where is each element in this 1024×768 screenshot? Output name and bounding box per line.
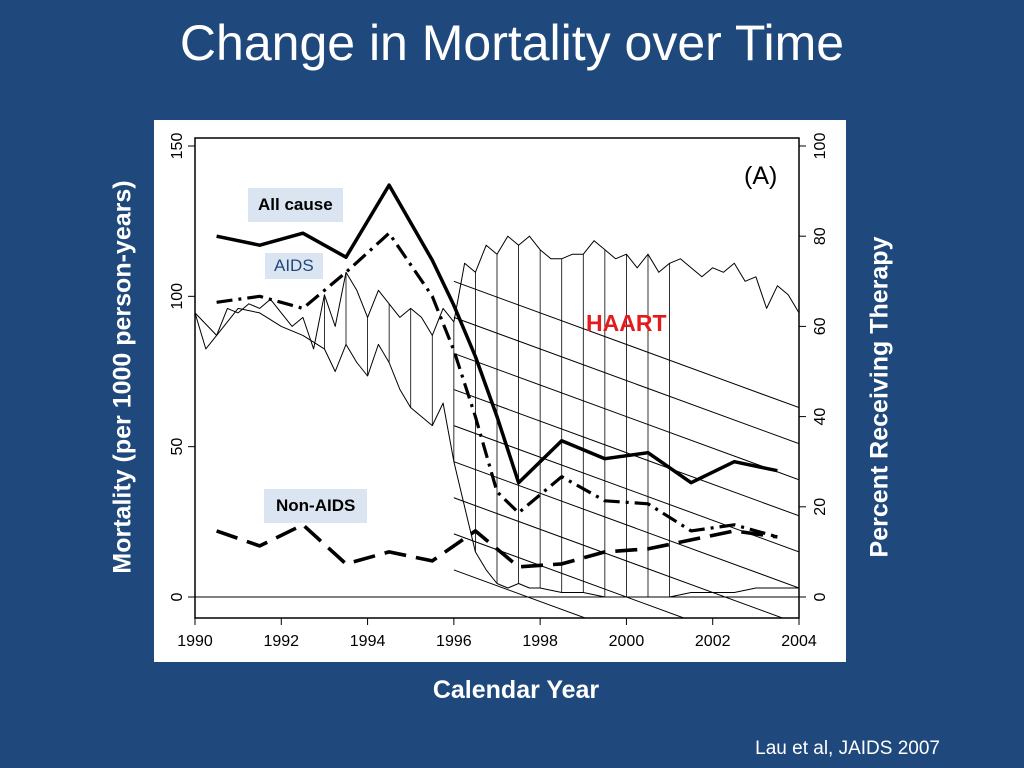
y-right-tick-label: 40 xyxy=(812,408,829,426)
label-non-aids: Non-AIDS xyxy=(264,489,368,523)
y-right-tick-label: 0 xyxy=(812,592,829,601)
label-all-cause: All cause xyxy=(248,188,343,222)
y-left-tick-label: 50 xyxy=(169,438,186,456)
y-right-tick-label: 20 xyxy=(812,498,829,516)
y-right-tick-label: 100 xyxy=(812,133,829,160)
y-axis-label-left: Mortality (per 1000 person-years) xyxy=(108,180,137,574)
y-left-tick-label: 100 xyxy=(169,283,186,310)
label-haart: HAART xyxy=(586,310,667,336)
y-left-tick-label: 0 xyxy=(169,592,186,601)
x-tick-label: 1994 xyxy=(350,633,386,650)
citation: Lau et al, JAIDS 2007 xyxy=(755,738,940,759)
label-aids: AIDS xyxy=(265,253,323,279)
x-tick-label: 1990 xyxy=(177,633,213,650)
y-left-tick-label: 150 xyxy=(169,133,186,160)
mortality-series-layer xyxy=(216,183,778,569)
plot-frame xyxy=(194,137,800,619)
y-right-tick-label: 60 xyxy=(812,317,829,335)
chart-svg: 1990 1992 1994 1996 1998 2000 2002 200405010015… xyxy=(169,133,829,650)
chart-plot: 1990 1992 1994 1996 1998 2000 2002 2004 0 50 100 15… xyxy=(154,120,846,662)
haart-hatch-line xyxy=(453,569,587,618)
x-tick-label: 1992 xyxy=(263,633,299,650)
x-tick-label: 2004 xyxy=(781,633,817,650)
x-tick-label: 2002 xyxy=(695,633,731,650)
y-right-tick-label: 80 xyxy=(812,227,829,245)
series-aids-line xyxy=(216,231,778,539)
axes-layer: 1990 1992 1994 1996 1998 2000 2002 200405010015… xyxy=(169,133,829,650)
x-tick-label: 1998 xyxy=(522,633,558,650)
slide-title: Change in Mortality over Time xyxy=(179,15,845,71)
y-axis-label-right: Percent Receiving Therapy xyxy=(865,236,894,558)
x-tick-label: 1996 xyxy=(436,633,472,650)
x-tick-label: 2000 xyxy=(609,633,645,650)
panel-label: (A) xyxy=(744,162,778,190)
series-therapy-upper-bound-line xyxy=(194,235,800,350)
x-axis-label: Calendar Year xyxy=(432,676,600,704)
series-all-cause-line xyxy=(216,183,778,485)
series-non-aids-line xyxy=(216,522,778,569)
therapy-band-layer xyxy=(194,235,800,598)
